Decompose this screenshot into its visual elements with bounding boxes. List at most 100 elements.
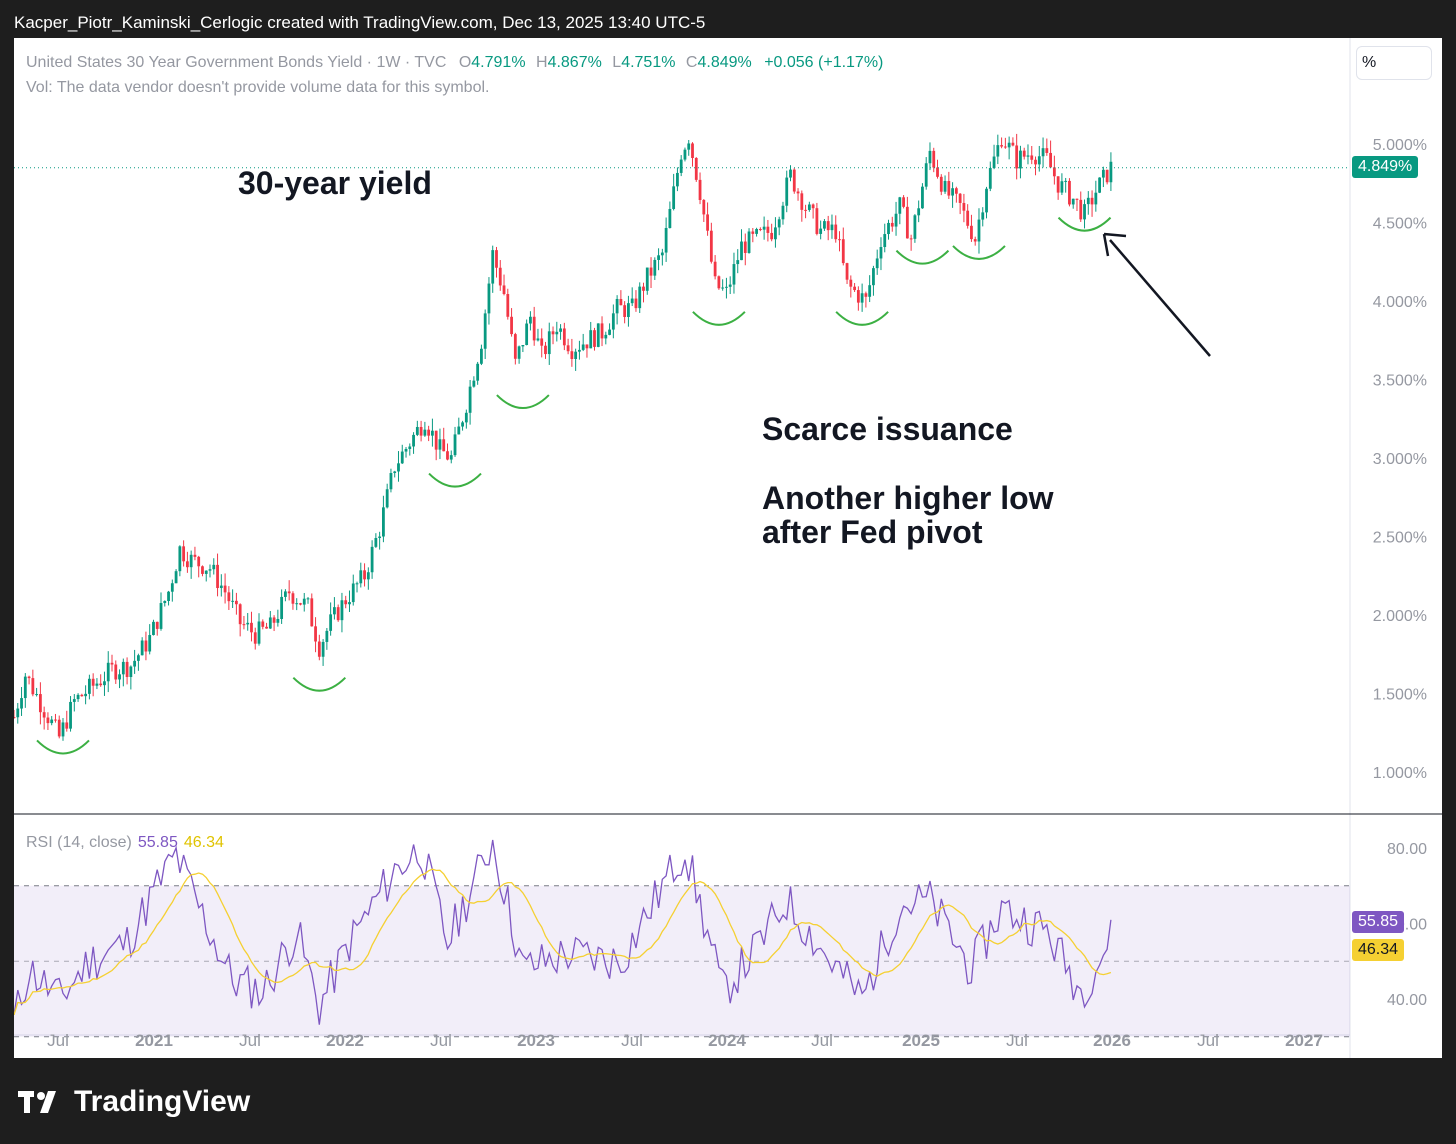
candle-body	[970, 225, 973, 240]
candle-body	[740, 241, 743, 261]
candle-body	[611, 313, 615, 330]
candle-body	[698, 179, 702, 201]
candle-body	[1071, 198, 1075, 205]
candle-body	[856, 290, 860, 303]
candle-body	[649, 267, 653, 276]
candle-body	[1045, 148, 1049, 153]
candle-body	[789, 169, 792, 178]
candle-body	[823, 221, 826, 229]
candle-body	[306, 598, 310, 600]
y-tick-label: 4.000%	[1373, 294, 1427, 311]
candle-body	[227, 592, 231, 602]
candle-body	[574, 351, 578, 360]
candle-body	[732, 264, 736, 285]
candle-body	[419, 426, 423, 436]
candle-body	[1007, 142, 1011, 148]
x-tick-label: 2026	[1093, 1031, 1131, 1050]
rsi-ma-line	[14, 868, 1112, 1016]
candle-body	[713, 261, 717, 277]
candle-body	[317, 641, 321, 657]
candle-body	[774, 227, 777, 240]
candle-body	[902, 197, 905, 207]
candle-body	[310, 598, 314, 627]
candle-body	[845, 263, 849, 280]
candle-body	[125, 661, 129, 678]
candle-body	[427, 429, 431, 436]
rsi-value-tag: 55.85	[1352, 911, 1405, 933]
higher-low-marker	[835, 311, 889, 326]
candle-body	[985, 188, 988, 213]
tradingview-logo-icon	[18, 1091, 56, 1113]
candle-body	[46, 717, 50, 724]
rsi-tick-label: 40.00	[1387, 992, 1427, 1009]
candle-body	[253, 632, 257, 644]
x-tick-label: 2022	[326, 1031, 364, 1050]
candle-body	[1011, 142, 1015, 146]
x-tick-label: 2021	[135, 1031, 173, 1050]
candle-body	[864, 293, 868, 297]
candle-body	[204, 570, 208, 574]
candle-body	[883, 234, 887, 248]
candle-body	[1075, 198, 1079, 200]
rsi-label: RSI (14, close)	[26, 834, 132, 851]
candle-body	[72, 699, 76, 702]
candle-body	[540, 338, 544, 346]
candle-body	[702, 200, 706, 215]
candle-body	[38, 694, 42, 713]
x-tick-label: 2025	[902, 1031, 940, 1050]
unit-toggle-button[interactable]: %	[1356, 46, 1432, 80]
candle-body	[958, 193, 962, 203]
candle-body	[966, 210, 970, 226]
candle-body	[23, 676, 27, 699]
candle-body	[706, 214, 709, 231]
candle-body	[800, 193, 804, 210]
candle-body	[487, 283, 491, 314]
candle-body	[694, 157, 698, 180]
candle-body	[189, 554, 193, 568]
candle-body	[951, 188, 954, 196]
candle-body	[973, 239, 977, 242]
higher-low-marker	[952, 245, 1006, 260]
candle-body	[234, 600, 238, 605]
ohlc-low-label: L	[612, 54, 622, 71]
candle-body	[1052, 167, 1056, 177]
candle-body	[581, 344, 585, 350]
tradingview-logo[interactable]: TradingView	[18, 1085, 250, 1119]
candle-body	[585, 344, 589, 349]
chart-panel[interactable]: 5.000% 4.500% 4.000% 3.500% 3.000% 2.500% 2.00…	[14, 38, 1442, 1058]
candle-body	[110, 662, 114, 665]
price-chart-svg[interactable]: 5.000% 4.500% 4.000% 3.500% 3.000% 2.500% 2.00…	[14, 38, 1442, 1058]
candle-body	[114, 664, 118, 680]
candle-body	[299, 603, 302, 605]
candle-body	[272, 617, 276, 623]
candle-body	[250, 622, 253, 633]
candle-body	[604, 334, 608, 339]
annotation-fed-pivot: after Fed pivot	[762, 514, 983, 550]
candle-body	[408, 446, 412, 450]
candle-body	[638, 286, 642, 309]
candle-body	[1003, 146, 1007, 148]
candle-body	[167, 591, 170, 602]
x-tick-label: 2027	[1285, 1031, 1323, 1050]
candle-body	[890, 222, 894, 227]
candle-body	[257, 621, 261, 644]
ohlc-high-value: 4.867%	[547, 54, 602, 71]
candle-body	[197, 556, 201, 567]
rsi-tick-label: 80.00	[1387, 841, 1427, 858]
candle-body	[178, 546, 182, 572]
candle-body	[103, 681, 106, 686]
candle-body	[1041, 148, 1045, 157]
candle-body	[472, 380, 476, 387]
candle-body	[770, 232, 774, 240]
candle-body	[589, 330, 593, 349]
candle-body	[1060, 181, 1064, 193]
rsi-legend: RSI (14, close) 55.85 46.34	[26, 834, 224, 852]
candle-body	[170, 583, 174, 592]
candle-body	[921, 186, 924, 209]
symbol-title: United States 30 Year Government Bonds Y…	[26, 54, 447, 71]
candle-body	[747, 231, 751, 253]
candle-body	[928, 150, 932, 164]
candle-body	[838, 239, 841, 241]
candle-body	[566, 345, 570, 352]
rsi-line	[14, 839, 1112, 1025]
